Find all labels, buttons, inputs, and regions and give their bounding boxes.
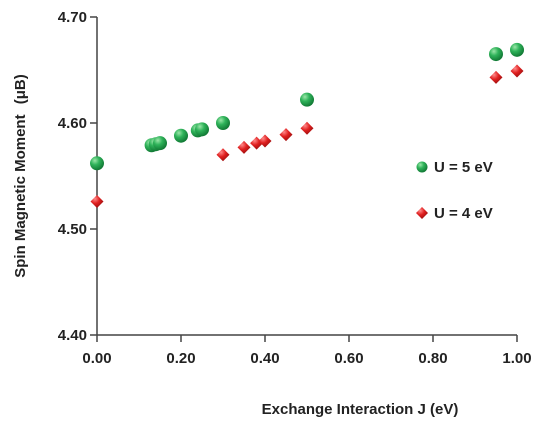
y-tick-label: 4.50: [58, 221, 87, 238]
data-markers: [90, 42, 524, 208]
legend-label-u4: U = 4 eV: [434, 205, 493, 222]
x-tick-label: 0.20: [166, 350, 195, 367]
y-tick-label: 4.70: [58, 9, 87, 26]
data-point-u4: [90, 194, 104, 208]
legend: U = 5 eV U = 4 eV: [416, 159, 493, 222]
data-point-u5: [90, 156, 104, 171]
data-point-u5: [300, 92, 314, 107]
data-point-u5: [510, 42, 524, 57]
x-tick-label: 0.80: [418, 350, 447, 367]
tick-labels: 4.40 4.50 4.60 4.70 0.00 0.20 0.40 0.60 0.80 1.00: [58, 9, 532, 367]
data-point-u4: [216, 148, 230, 162]
data-point-u5: [195, 122, 209, 137]
y-axis-title-unit: (μB): [12, 74, 29, 104]
data-point-u4: [510, 64, 524, 78]
data-point-u4: [279, 128, 293, 142]
legend-label-u5: U = 5 eV: [434, 159, 493, 176]
axes: [96, 17, 517, 336]
y-axis-title: Spin Magnetic Moment (μB): [12, 74, 29, 278]
data-point-u5: [216, 116, 230, 130]
data-point-u4: [237, 140, 251, 154]
data-point-u5: [174, 128, 188, 143]
data-point-u5: [153, 136, 167, 151]
data-point-u4: [258, 134, 272, 148]
x-axis-title: Exchange Interaction J (eV): [262, 401, 459, 418]
tick-marks: [90, 16, 518, 342]
y-tick-label: 4.40: [58, 327, 87, 344]
data-point-u5: [489, 47, 503, 62]
x-tick-label: 1.00: [502, 350, 531, 367]
x-tick-label: 0.60: [334, 350, 363, 367]
x-tick-label: 0.00: [82, 350, 111, 367]
x-tick-label: 0.40: [250, 350, 279, 367]
data-point-u4: [489, 70, 503, 84]
y-tick-label: 4.60: [58, 115, 87, 132]
y-axis-title-text: Spin Magnetic Moment: [12, 114, 29, 277]
data-point-u4: [300, 121, 314, 135]
legend-marker-u5: [416, 161, 428, 173]
legend-marker-u4: [416, 207, 428, 219]
